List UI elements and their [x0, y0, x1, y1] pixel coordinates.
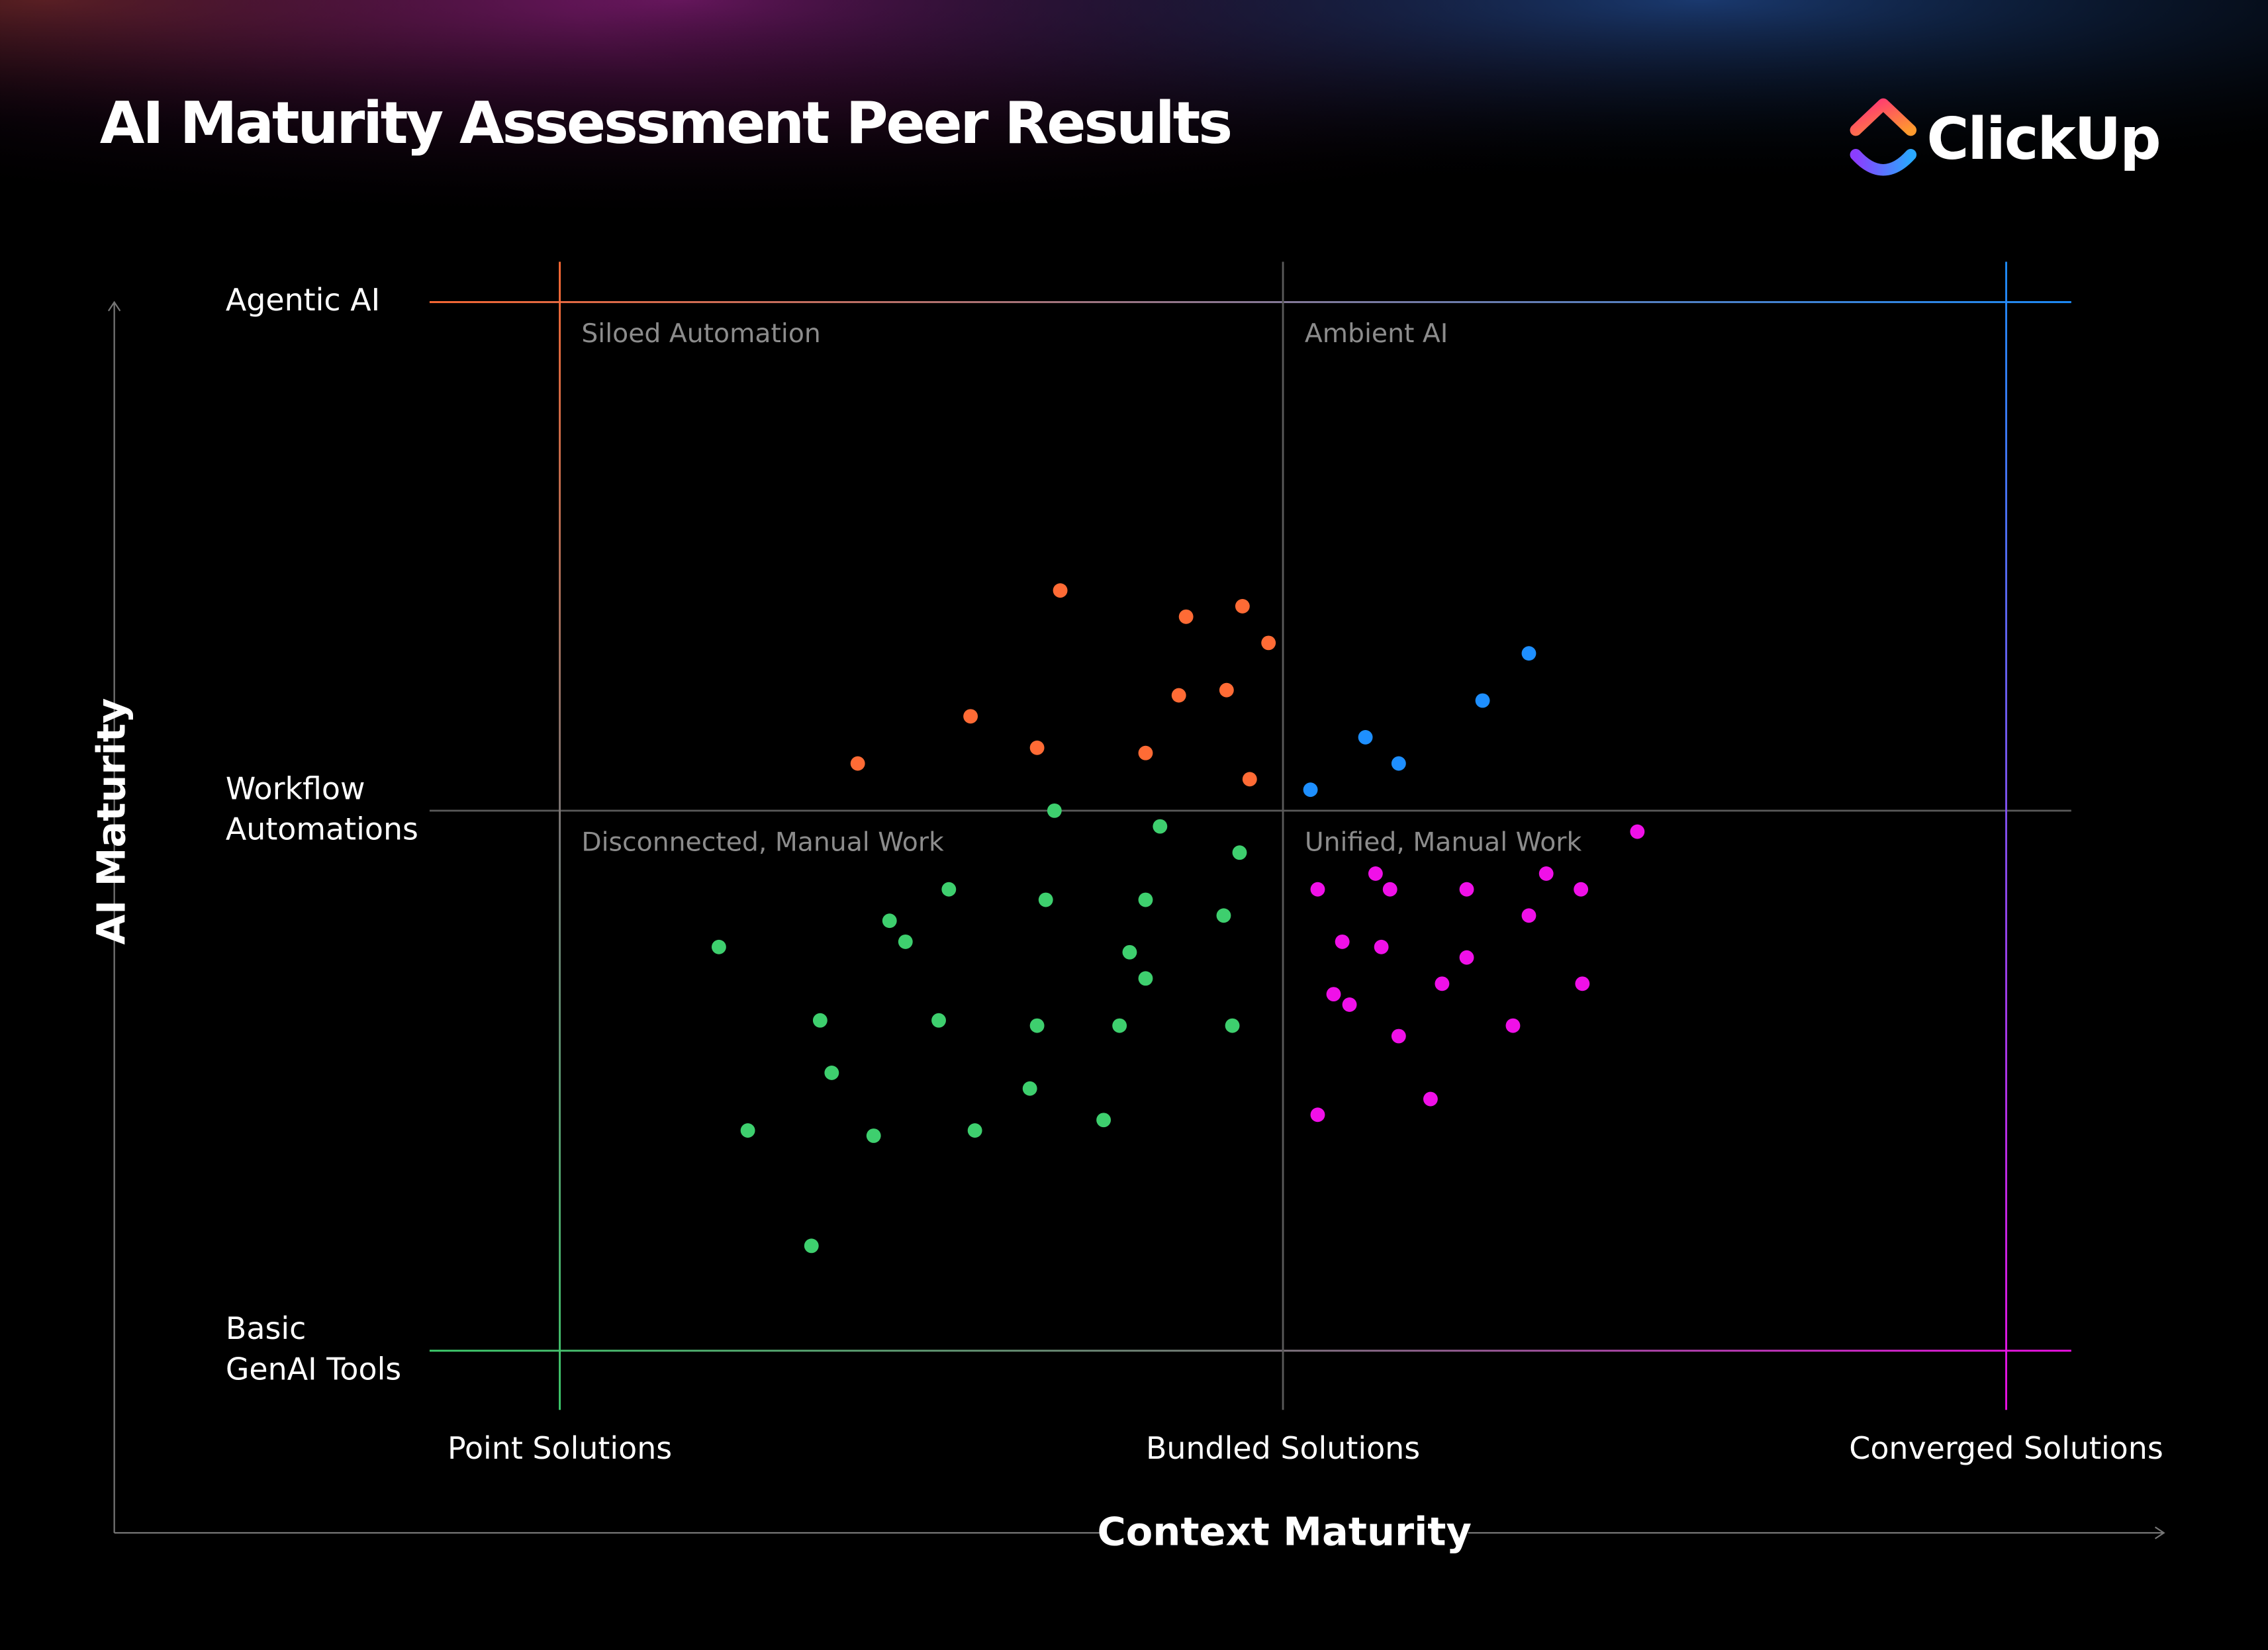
data-point: [931, 1013, 946, 1028]
y-tick-label: Workflow Automations: [226, 770, 418, 847]
data-point: [1242, 772, 1257, 787]
data-point: [1178, 609, 1194, 624]
data-point: [1538, 866, 1554, 881]
data-point: [824, 1066, 839, 1080]
data-point: [1153, 819, 1168, 834]
data-point: [1112, 1018, 1127, 1033]
y-axis-title: AI Maturity: [89, 698, 134, 945]
chart-title: AI Maturity Assessment Peer Results: [100, 89, 1231, 157]
x-axis-title: Context Maturity: [1098, 1508, 1472, 1554]
data-point: [1521, 646, 1536, 661]
data-point: [1171, 688, 1186, 703]
x-tick-label: Point Solutions: [448, 1430, 672, 1466]
logo: ClickUp: [1850, 98, 2161, 176]
data-point: [740, 1123, 755, 1138]
data-point: [1374, 939, 1389, 954]
x-axis-arrowhead: [2154, 1526, 2165, 1539]
data-point: [1219, 682, 1234, 698]
data-point: [1225, 1018, 1240, 1033]
data-point: [1368, 866, 1383, 881]
data-point: [1521, 908, 1536, 923]
x-tick-label: Converged Solutions: [1849, 1430, 2163, 1466]
data-point: [1310, 1107, 1325, 1123]
data-point: [1138, 745, 1153, 760]
data-point: [1505, 1018, 1521, 1033]
data-point: [1391, 1029, 1406, 1044]
data-point: [1096, 1113, 1111, 1128]
data-point: [1138, 892, 1153, 907]
data-point: [712, 939, 726, 954]
data-point: [1022, 1081, 1037, 1096]
data-point: [1310, 882, 1325, 897]
background-glow: [0, 0, 2268, 377]
data-point: [1574, 882, 1589, 897]
data-point: [1029, 1018, 1045, 1033]
data-point: [1435, 976, 1450, 991]
data-point: [1423, 1091, 1438, 1107]
data-point: [1047, 803, 1062, 818]
data-point: [1235, 598, 1250, 614]
data-point: [1342, 997, 1357, 1012]
data-point: [866, 1128, 881, 1143]
data-point: [1232, 845, 1247, 860]
y-tick-label: Agentic AI: [226, 282, 380, 318]
logo-icon: [1850, 98, 1917, 136]
quadrant-label: Siloed Automation: [581, 319, 820, 349]
data-point: [898, 934, 913, 949]
quadrant-label: Disconnected, Manual Work: [581, 828, 944, 858]
data-point: [804, 1238, 819, 1254]
data-point: [1138, 971, 1153, 986]
data-point: [963, 709, 978, 724]
data-point: [1216, 908, 1231, 923]
y-tick-label: Basic GenAI Tools: [226, 1310, 401, 1387]
data-point: [1575, 976, 1590, 991]
data-point: [1335, 934, 1350, 949]
data-point: [850, 756, 865, 771]
data-point: [812, 1013, 827, 1028]
y-axis-arrowhead: [107, 300, 121, 312]
data-point: [941, 882, 957, 897]
data-point: [882, 913, 897, 929]
data-point: [967, 1123, 982, 1138]
data-point: [1053, 583, 1068, 598]
data-point: [1382, 882, 1397, 897]
data-point: [1459, 950, 1474, 965]
data-point: [1122, 944, 1137, 960]
data-point: [1038, 892, 1053, 907]
data-point: [1326, 987, 1341, 1002]
x-tick-label: Bundled Solutions: [1146, 1430, 1420, 1466]
logo-text: ClickUp: [1926, 105, 2159, 173]
data-point: [1630, 824, 1645, 839]
logo-icon: [1850, 149, 1917, 176]
quadrant-label: Unified, Manual Work: [1305, 828, 1582, 858]
quadrant-label: Ambient AI: [1305, 319, 1448, 349]
data-point: [1391, 756, 1406, 771]
data-point: [1261, 635, 1276, 651]
plot-area: Basic GenAI Tools Workflow Automations Agent…: [226, 261, 2163, 1466]
data-point: [1475, 693, 1490, 708]
data-point: [1303, 782, 1318, 798]
data-point: [1358, 730, 1373, 745]
data-point: [1029, 740, 1045, 755]
data-point: [1459, 882, 1474, 897]
